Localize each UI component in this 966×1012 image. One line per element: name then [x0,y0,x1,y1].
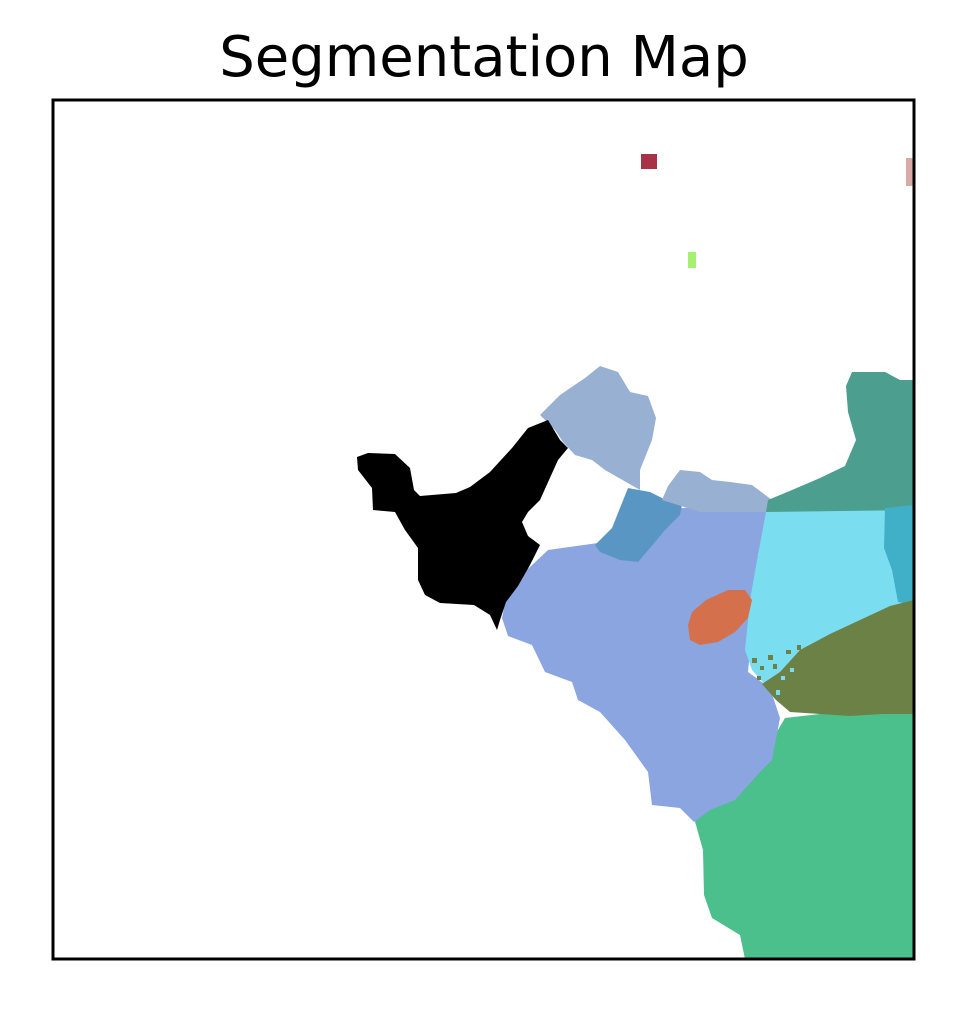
segment-green [694,714,914,959]
cyan-speckles [776,668,794,695]
segment-steel-blue-lower [662,470,772,512]
segment-cyan [745,510,914,690]
segment-steel-blue [540,366,656,490]
segment-pink-speck [906,158,914,186]
olive-speckles [752,645,801,686]
segment-medium-blue [595,488,682,562]
segment-layer [357,154,914,959]
plot-frame [51,98,916,961]
segment-light-green-speck [688,252,696,268]
segment-teal-blue [884,505,914,605]
segment-orange [688,590,752,645]
chart-title: Segmentation Map [219,25,749,90]
segment-olive [762,600,914,716]
segment-periwinkle [502,505,780,822]
segment-dark-red-speck [641,154,657,169]
segment-teal-green [766,372,914,512]
segment-black [357,420,568,630]
